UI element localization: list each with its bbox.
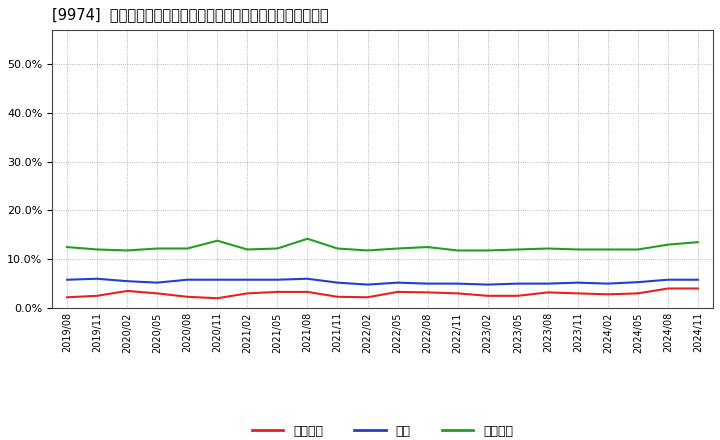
Text: [9974]  売上債権、在庫、買入債務の総資産に対する比率の推移: [9974] 売上債権、在庫、買入債務の総資産に対する比率の推移	[52, 7, 328, 22]
Legend: 売上債権, 在庫, 買入債務: 売上債権, 在庫, 買入債務	[247, 420, 518, 440]
